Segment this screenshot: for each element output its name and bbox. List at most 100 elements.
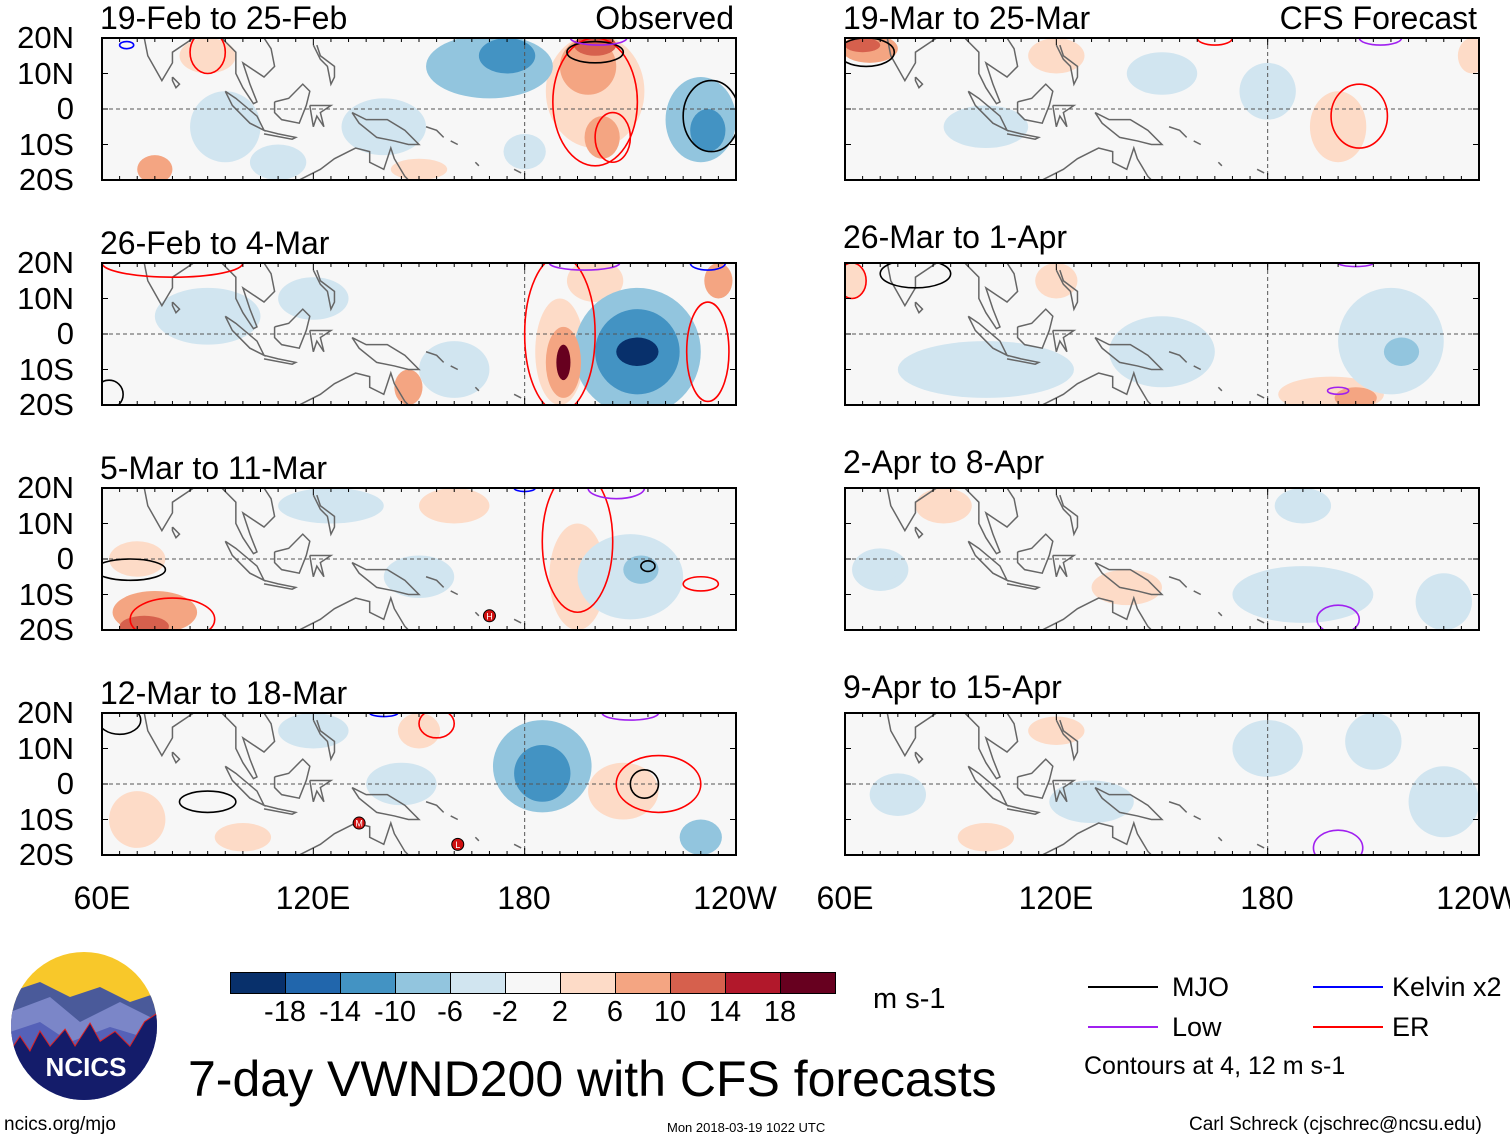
coastline <box>472 409 479 413</box>
coastline <box>1193 365 1202 371</box>
coastline <box>263 804 298 815</box>
x-tick-left-120e: 120E <box>275 880 351 916</box>
wind-anomaly-fill <box>154 287 261 345</box>
coastline <box>130 488 194 533</box>
coastline <box>1055 494 1079 537</box>
wind-anomaly-fill <box>419 341 490 398</box>
wind-anomaly-fill <box>1109 316 1215 388</box>
storm-marker <box>482 609 496 623</box>
coastline <box>1006 129 1041 140</box>
colorbar-units: m s-1 <box>873 983 946 1015</box>
wind-anomaly-fill <box>137 155 173 180</box>
coastline <box>474 386 480 392</box>
coastline <box>171 526 181 539</box>
coastline <box>1193 590 1202 596</box>
coastline <box>309 554 334 578</box>
coastline <box>1217 611 1223 617</box>
wind-anomaly-fill <box>897 341 1074 398</box>
colorbar-swatch <box>505 972 561 994</box>
storm-marker <box>352 816 366 830</box>
wind-anomaly-fill <box>1457 38 1479 74</box>
contour-er <box>102 263 244 278</box>
coastline <box>312 269 336 312</box>
coastline <box>1041 145 1152 180</box>
coastline <box>1256 843 1265 849</box>
coastline <box>351 561 421 596</box>
coastline <box>1193 815 1202 821</box>
coastline <box>298 820 409 855</box>
coastline <box>425 126 445 138</box>
y-tick-label: 10N <box>17 505 74 541</box>
author-credit: Carl Schreck (cjschrec@ncsu.edu) <box>1189 1114 1482 1135</box>
wind-anomaly-fill <box>478 38 536 74</box>
y-tick-label: 20S <box>18 612 74 647</box>
coastline <box>1052 329 1077 353</box>
coastline <box>171 76 181 89</box>
coastline <box>472 634 479 638</box>
coastline <box>1094 561 1164 596</box>
coastline <box>1215 409 1222 413</box>
contour-mjo <box>102 558 167 582</box>
coastline <box>513 393 522 399</box>
colorbar-label: 10 <box>653 996 687 1028</box>
x-tick-left-180: 180 <box>497 880 551 916</box>
contour-er <box>189 38 227 75</box>
website-link[interactable]: ncics.org/mjo <box>4 1114 116 1135</box>
x-tick-left-60e: 60E <box>73 880 131 916</box>
panel-title: 19-Feb to 25-Feb <box>100 0 348 36</box>
wind-anomaly-fill <box>1274 488 1332 524</box>
wind-anomaly-fill <box>1415 573 1472 630</box>
map-panel <box>101 37 737 181</box>
colorbar-label: 14 <box>708 996 742 1028</box>
coastline <box>425 801 445 813</box>
coastline <box>273 308 311 350</box>
map-panel <box>844 712 1480 856</box>
colorbar-label: 18 <box>763 996 797 1028</box>
map-panel <box>844 37 1480 181</box>
coastline <box>171 301 181 314</box>
contour-mjo <box>629 768 660 799</box>
coastline <box>1217 161 1223 167</box>
storm-marker <box>451 837 465 851</box>
coastline <box>1094 336 1164 371</box>
colorbar-label: -18 <box>264 996 306 1028</box>
coastline <box>351 786 421 821</box>
wind-anomaly-fill <box>1126 52 1198 95</box>
ncics-logo: NCICS <box>11 952 157 1100</box>
colorbar-swatch <box>780 972 836 994</box>
coastline <box>1052 554 1077 578</box>
coastline <box>450 590 459 596</box>
coastline <box>1041 595 1152 630</box>
coastline <box>224 540 266 582</box>
coastline <box>450 815 459 821</box>
y-tick-label: 0 <box>56 91 74 126</box>
colorbar-label: -14 <box>319 996 361 1028</box>
wind-anomaly-fill <box>1408 766 1479 838</box>
coastline <box>351 336 421 371</box>
wind-anomaly-fill <box>1345 713 1402 770</box>
y-tick-label: 10N <box>17 55 74 91</box>
contour-mjo <box>682 79 736 153</box>
coastline <box>312 44 336 87</box>
coastline <box>273 83 311 125</box>
coastline <box>1006 579 1041 590</box>
coastline <box>351 111 421 146</box>
y-tick-label: 20N <box>17 20 74 55</box>
wind-anomaly-fill <box>943 105 1029 149</box>
coastline <box>474 161 480 167</box>
coastline <box>472 859 479 863</box>
legend-mjo-line <box>1088 986 1158 988</box>
panel-title: 2-Apr to 8-Apr <box>843 444 1044 480</box>
coastline <box>312 719 336 762</box>
contour-kelvin <box>118 40 135 50</box>
contour-mjo <box>879 263 952 289</box>
wind-anomaly-fill <box>1028 716 1085 745</box>
coastline <box>263 129 298 140</box>
wind-anomaly-fill <box>588 762 659 820</box>
coastline <box>914 526 924 539</box>
wind-anomaly-fill <box>1232 566 1374 623</box>
legend-kelvin-label: Kelvin x2 <box>1392 972 1502 1002</box>
logo-text: NCICS <box>46 1052 127 1082</box>
panel-title: 19-Mar to 25-Mar <box>843 0 1091 36</box>
